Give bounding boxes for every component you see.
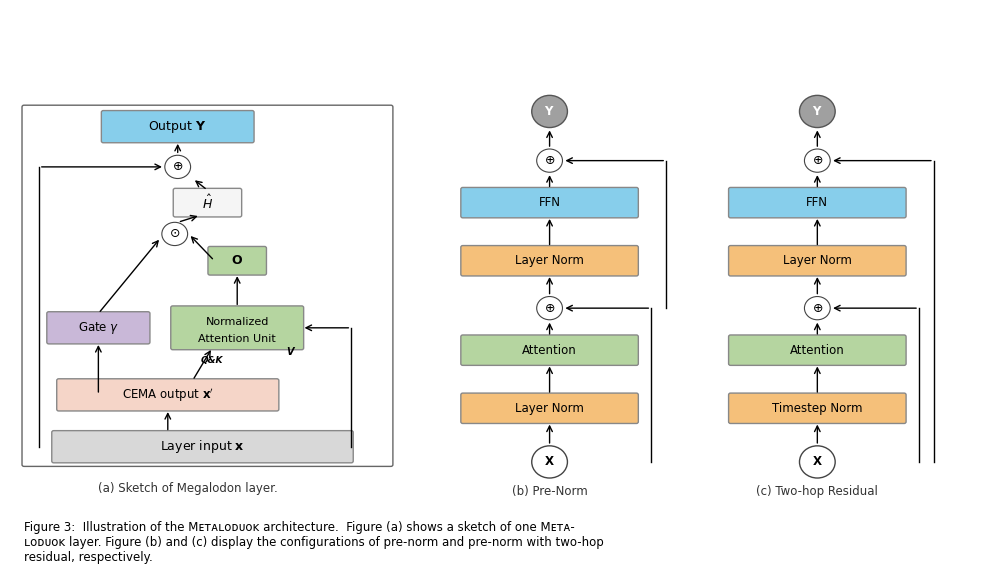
Text: Gate $\gamma$: Gate $\gamma$ — [78, 320, 119, 336]
Text: (b) Pre-Norm: (b) Pre-Norm — [512, 485, 587, 498]
Text: $\oplus$: $\oplus$ — [812, 154, 823, 167]
Text: $\mathbf{Y}$: $\mathbf{Y}$ — [544, 105, 555, 118]
Text: Layer input $\mathbf{x}$: Layer input $\mathbf{x}$ — [160, 438, 245, 455]
Text: Figure 3:  Illustration of the Mᴇᴛᴀʟᴏᴅᴜᴏᴋ architecture.  Figure (a) shows a sket: Figure 3: Illustration of the Mᴇᴛᴀʟᴏᴅᴜᴏᴋ… — [24, 521, 604, 564]
FancyBboxPatch shape — [729, 393, 906, 424]
FancyBboxPatch shape — [461, 188, 638, 218]
Text: FFN: FFN — [806, 196, 828, 209]
Text: Attention Unit: Attention Unit — [198, 333, 276, 344]
Text: $\oplus$: $\oplus$ — [172, 160, 183, 174]
FancyBboxPatch shape — [171, 306, 304, 350]
Text: $\hat{H}$: $\hat{H}$ — [202, 193, 213, 211]
FancyBboxPatch shape — [173, 188, 242, 217]
FancyBboxPatch shape — [461, 335, 638, 365]
Text: Timestep Norm: Timestep Norm — [772, 402, 863, 415]
Circle shape — [799, 95, 835, 128]
Text: $\oplus$: $\oplus$ — [812, 302, 823, 315]
Circle shape — [165, 155, 191, 179]
FancyBboxPatch shape — [729, 246, 906, 276]
FancyBboxPatch shape — [729, 188, 906, 218]
Circle shape — [537, 297, 562, 320]
FancyBboxPatch shape — [461, 246, 638, 276]
Text: Attention: Attention — [522, 344, 577, 357]
Text: $\odot$: $\odot$ — [169, 227, 180, 240]
FancyBboxPatch shape — [101, 111, 254, 143]
FancyBboxPatch shape — [57, 379, 279, 411]
Text: (a) Sketch of Megalodon layer.: (a) Sketch of Megalodon layer. — [98, 483, 278, 495]
Text: Layer Norm: Layer Norm — [515, 254, 584, 267]
FancyBboxPatch shape — [52, 430, 353, 463]
Circle shape — [532, 446, 567, 478]
Text: Layer Norm: Layer Norm — [783, 254, 852, 267]
Text: V: V — [286, 347, 294, 357]
Text: CEMA output $\mathbf{x}'$: CEMA output $\mathbf{x}'$ — [122, 386, 214, 404]
Text: (c) Two-hop Residual: (c) Two-hop Residual — [756, 485, 878, 498]
Circle shape — [162, 222, 188, 246]
Text: $\oplus$: $\oplus$ — [544, 154, 555, 167]
Circle shape — [537, 149, 562, 172]
Text: Normalized: Normalized — [206, 318, 269, 328]
Text: $\mathbf{X}$: $\mathbf{X}$ — [544, 455, 555, 468]
Text: Output $\mathbf{Y}$: Output $\mathbf{Y}$ — [148, 119, 207, 134]
Circle shape — [532, 95, 567, 128]
Text: $\mathbf{Y}$: $\mathbf{Y}$ — [812, 105, 823, 118]
Text: Layer Norm: Layer Norm — [515, 402, 584, 415]
Text: $\mathbf{O}$: $\mathbf{O}$ — [231, 254, 243, 267]
FancyBboxPatch shape — [461, 393, 638, 424]
Text: FFN: FFN — [539, 196, 561, 209]
Circle shape — [799, 446, 835, 478]
Text: Q&K: Q&K — [201, 357, 224, 365]
Text: $\oplus$: $\oplus$ — [544, 302, 555, 315]
Text: $\mathbf{X}$: $\mathbf{X}$ — [812, 455, 823, 468]
Circle shape — [804, 149, 830, 172]
FancyBboxPatch shape — [729, 335, 906, 365]
FancyBboxPatch shape — [47, 312, 150, 344]
Text: Attention: Attention — [790, 344, 845, 357]
FancyBboxPatch shape — [208, 247, 266, 275]
Circle shape — [804, 297, 830, 320]
